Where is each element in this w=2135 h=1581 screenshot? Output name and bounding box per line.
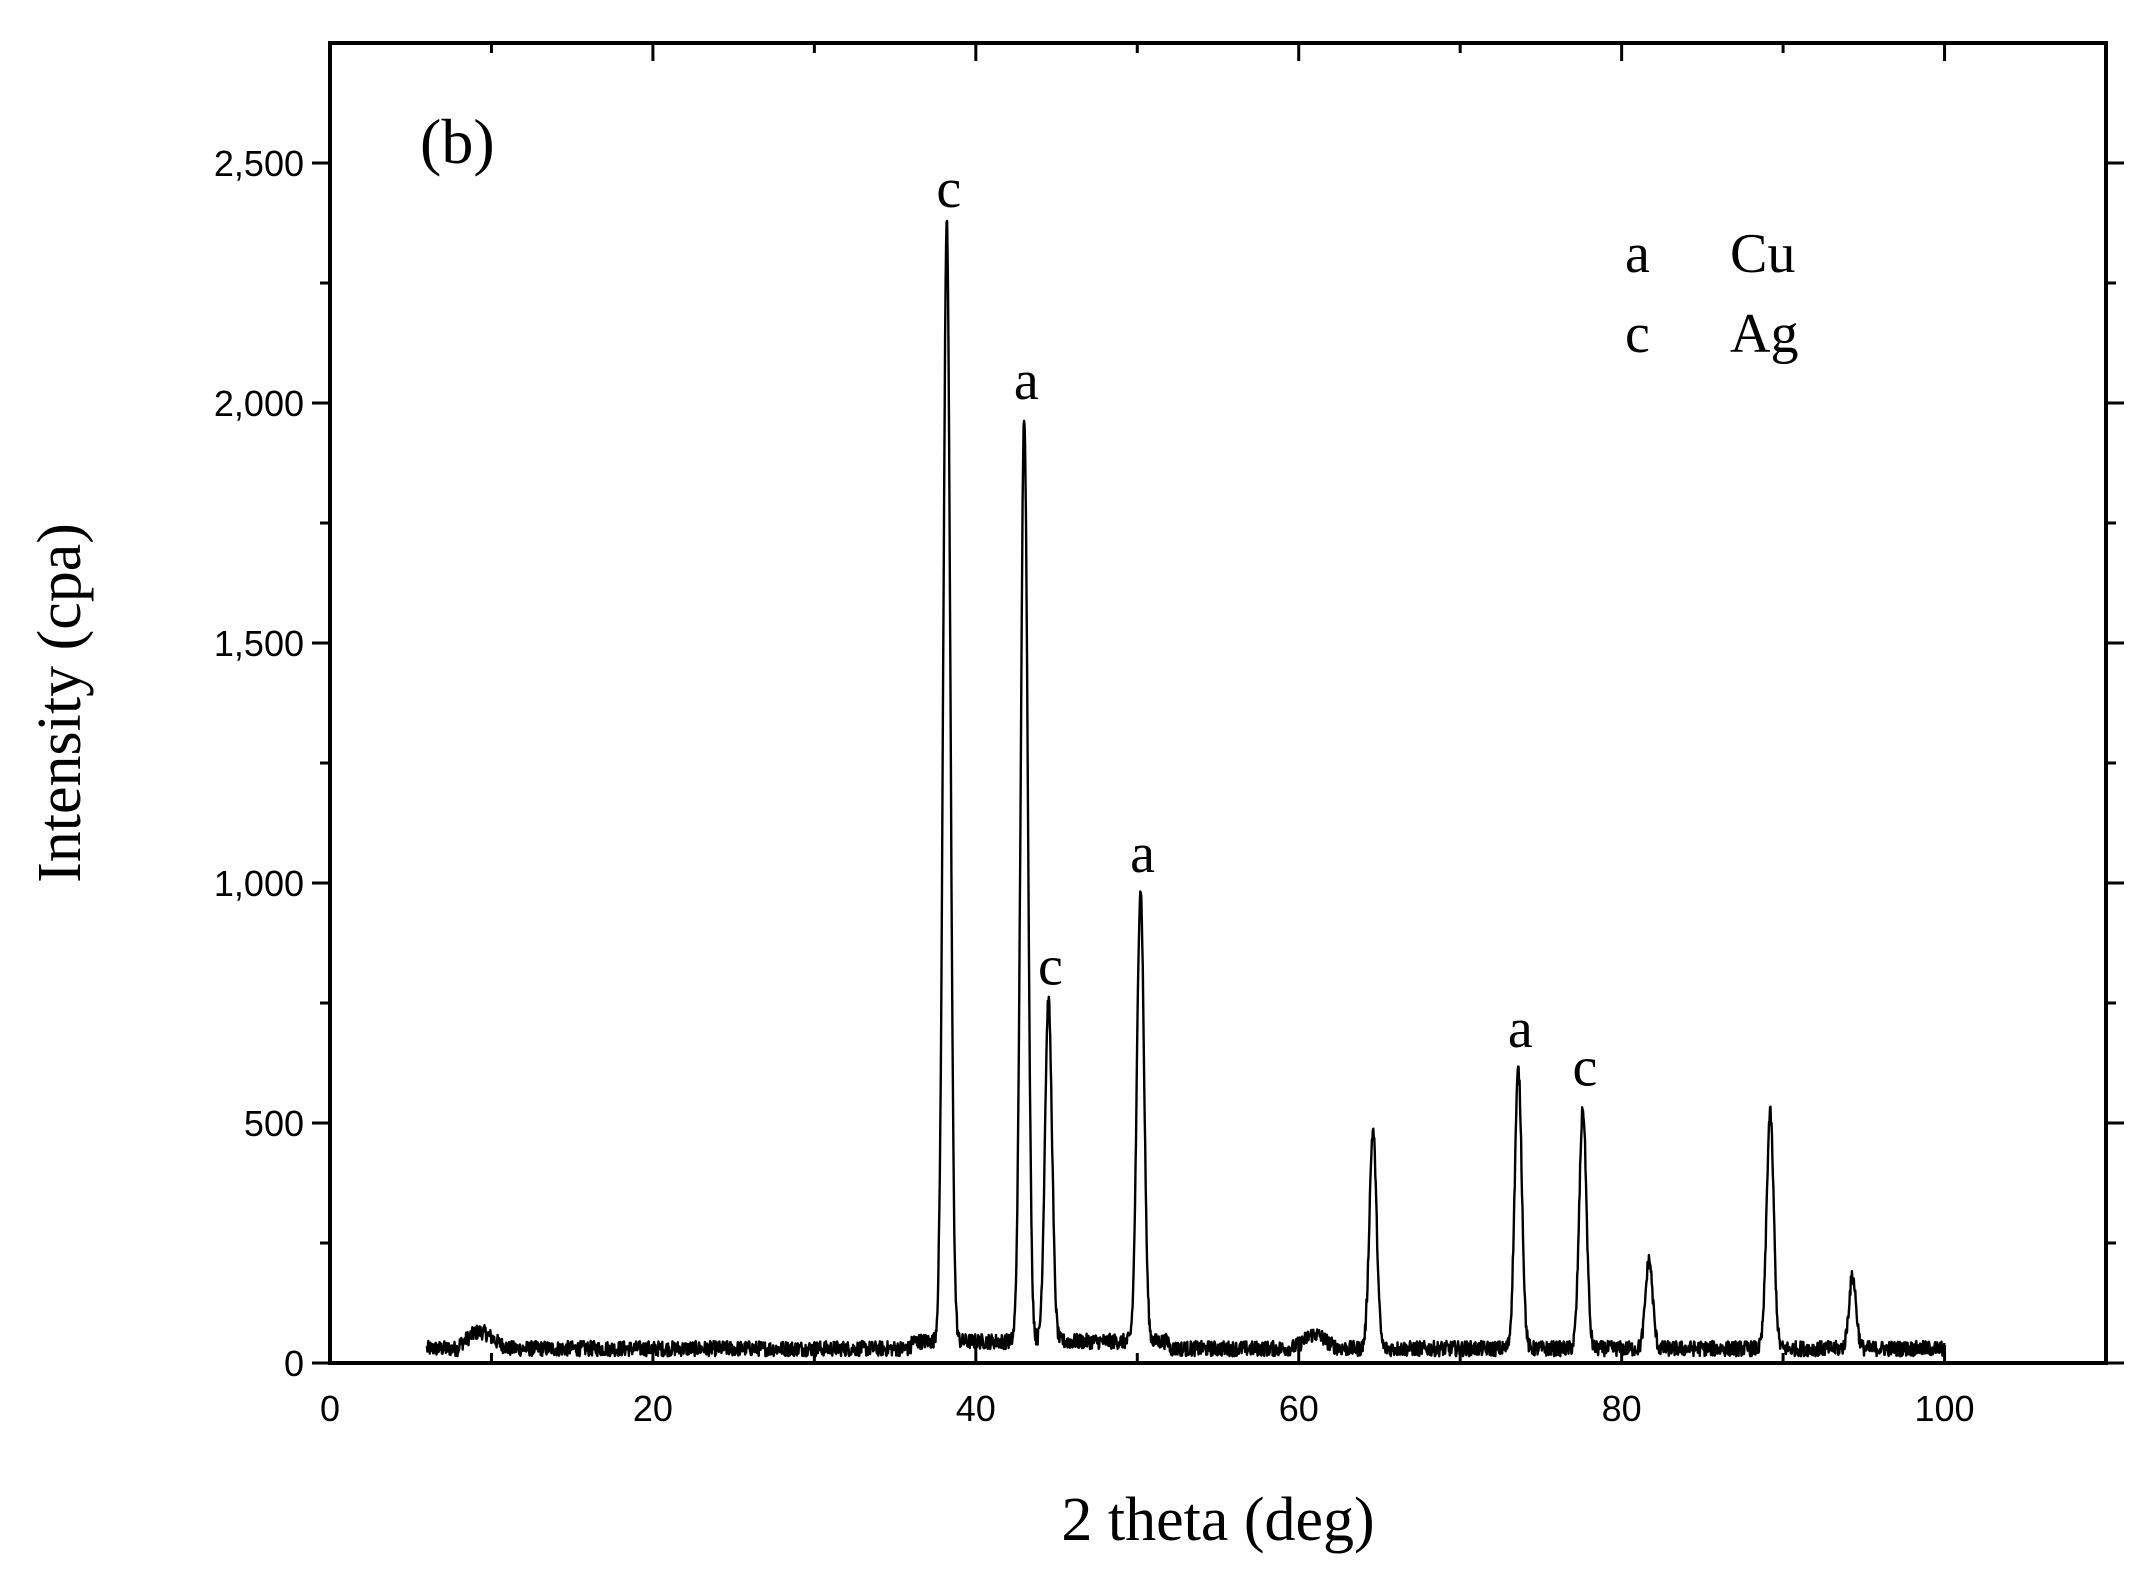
y-tick-label: 500	[244, 1103, 304, 1144]
y-tick-label: 1,500	[214, 623, 304, 664]
legend-label-ag: Ag	[1730, 303, 1798, 365]
y-tick-label: 2,000	[214, 383, 304, 424]
x-tick-label: 40	[956, 1388, 996, 1429]
y-tick-label: 2,500	[214, 143, 304, 184]
peak-label: c	[936, 158, 961, 220]
peak-label: c	[1572, 1036, 1597, 1098]
peak-label: c	[1038, 936, 1063, 998]
panel-label: (b)	[420, 106, 495, 177]
x-tick-label: 20	[633, 1388, 673, 1429]
peak-label: a	[1508, 998, 1533, 1060]
legend-key-cu: a	[1625, 223, 1650, 285]
y-tick-label: 0	[284, 1343, 304, 1384]
x-tick-label: 80	[1602, 1388, 1642, 1429]
peak-label: a	[1130, 823, 1155, 885]
y-tick-label: 1,000	[214, 863, 304, 904]
legend-key-ag: c	[1625, 303, 1650, 365]
plot-area	[328, 41, 2108, 1365]
axis-tick-labels: 0 20 40 60 80 100 0 500 1,000 1,500 2,000 2,500	[214, 143, 1975, 1429]
plot-frame	[328, 41, 2108, 1365]
axis-ticks	[312, 43, 2124, 1365]
peak-label: a	[1014, 350, 1039, 412]
x-axis-title: 2 theta (deg)	[1061, 1486, 1374, 1554]
diffraction-trace	[425, 219, 1946, 1358]
y-axis-title: Intensity (cpa)	[26, 523, 94, 883]
legend-label-cu: Cu	[1730, 223, 1795, 285]
x-tick-label: 100	[1915, 1388, 1975, 1429]
x-tick-label: 0	[320, 1388, 340, 1429]
x-tick-label: 60	[1279, 1388, 1319, 1429]
legend: a Cu c Ag	[1625, 223, 1798, 365]
